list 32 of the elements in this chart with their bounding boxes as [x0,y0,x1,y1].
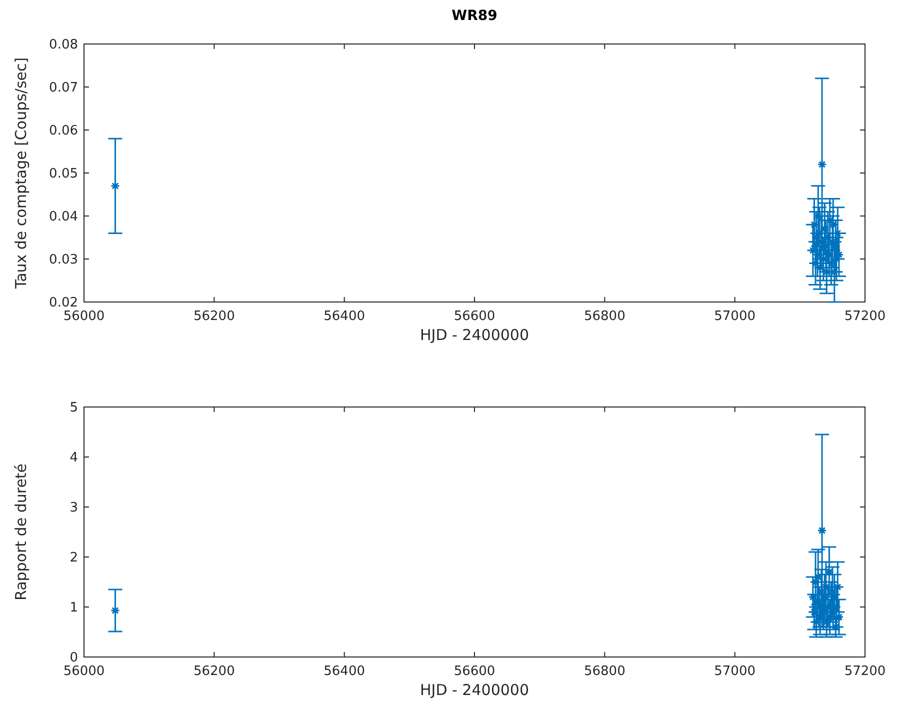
x-tick-label: 56800 [584,664,626,679]
y-tick-label: 0.07 [49,80,78,96]
y-tick-label: 0.02 [49,296,78,311]
y-axis-title: Rapport de dureté [12,463,30,601]
y-tick-label: 0.04 [49,210,78,225]
x-axis-title: HJD - 2400000 [420,681,530,699]
y-tick-label: 5 [70,400,78,416]
y-tick-label: 0.05 [49,166,78,182]
x-tick-label: 56000 [63,309,105,324]
y-tick-label: 0.08 [49,38,78,53]
x-tick-label: 57000 [714,664,756,679]
y-axis-title: Taux de comptage [Coups/sec] [12,57,30,290]
chart-title: WR89 [452,8,498,24]
x-tick-label: 56600 [454,664,496,679]
y-tick-label: 2 [70,550,78,566]
x-axis-title: HJD - 2400000 [420,326,530,344]
y-tick-label: 1 [70,600,78,616]
x-tick-label: 57200 [844,309,886,324]
y-tick-label: 4 [70,450,78,466]
x-tick-label: 57000 [714,309,756,324]
x-tick-label: 56000 [63,664,105,679]
x-tick-label: 56200 [193,664,235,679]
y-tick-label: 0 [70,650,78,666]
x-tick-label: 56600 [454,309,496,324]
x-tick-label: 56400 [324,664,366,679]
y-tick-label: 0.06 [49,124,78,139]
x-tick-label: 57200 [844,664,886,679]
y-tick-label: 3 [70,500,78,516]
x-tick-label: 56800 [584,309,626,324]
x-tick-label: 56400 [324,309,366,324]
y-tick-label: 0.03 [49,252,78,268]
x-tick-label: 56200 [193,309,235,324]
